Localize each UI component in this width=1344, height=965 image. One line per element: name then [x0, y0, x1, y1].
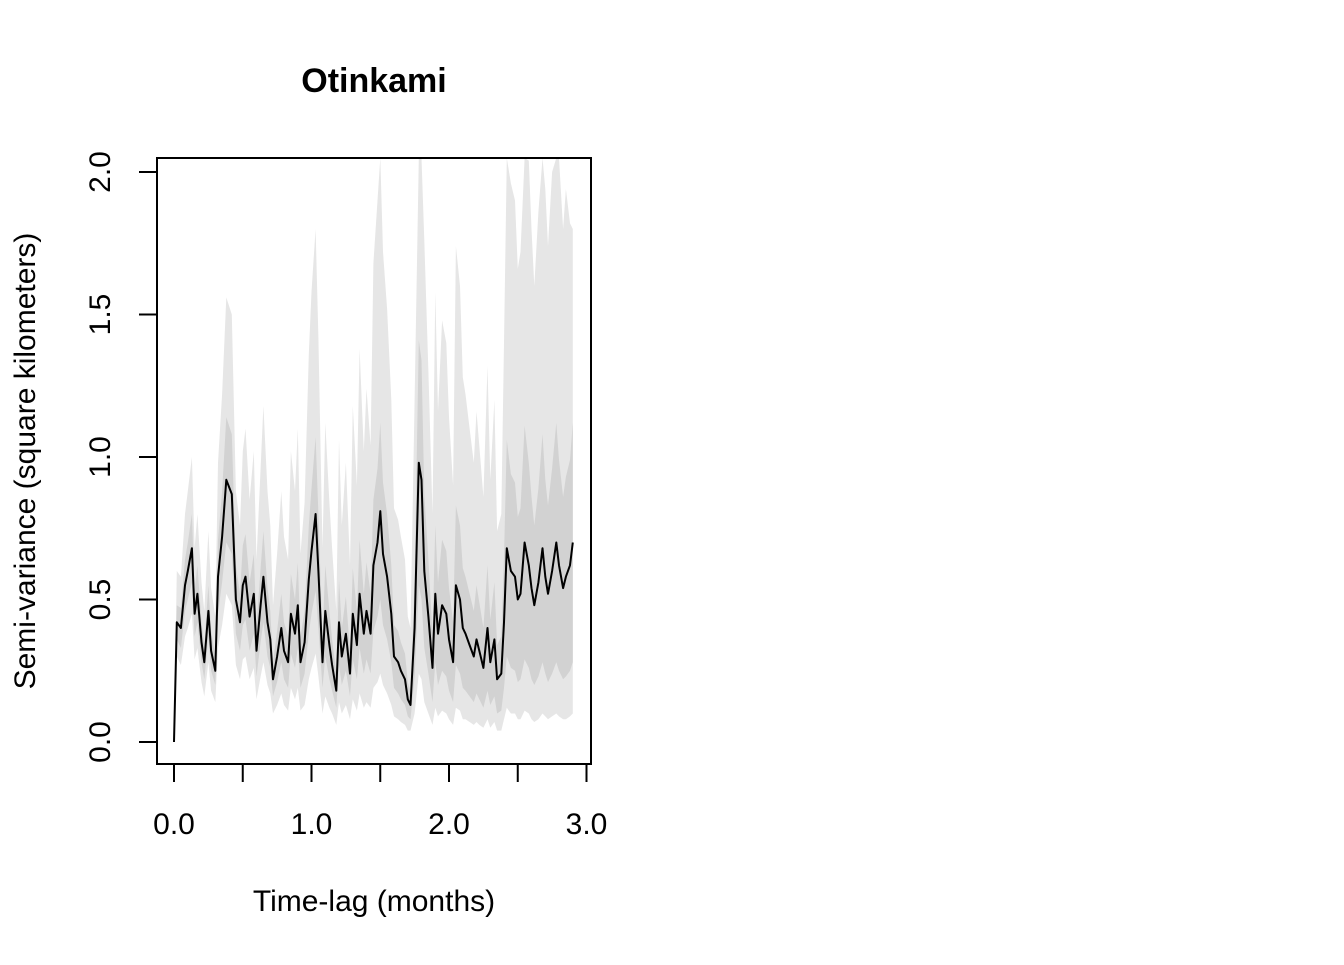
y-tick-label: 2.0 — [84, 151, 117, 193]
y-tick-label: 0.0 — [84, 721, 117, 763]
data-line-layer — [173, 461, 574, 743]
ci-outer-band — [174, 158, 573, 742]
x-tick-label: 3.0 — [566, 808, 608, 841]
ci-inner-band — [174, 340, 573, 742]
x-tick-label: 1.0 — [291, 808, 333, 841]
y-axis-label: Semi-variance (square kilometers) — [9, 233, 42, 690]
x-axis: 0.0 1.0 2.0 3.0 — [153, 763, 608, 841]
confidence-bands — [174, 158, 573, 742]
y-axis: 0.0 0.5 1.0 1.5 2.0 — [84, 151, 158, 763]
x-axis-label: Time-lag (months) — [253, 885, 495, 918]
y-tick-label: 0.5 — [84, 579, 117, 621]
x-tick-label: 0.0 — [153, 808, 195, 841]
x-tick-label: 2.0 — [428, 808, 470, 841]
y-tick-label: 1.0 — [84, 436, 117, 478]
semivariance-line — [173, 461, 574, 743]
chart-title: Otinkami — [301, 62, 446, 100]
y-tick-label: 1.5 — [84, 294, 117, 336]
